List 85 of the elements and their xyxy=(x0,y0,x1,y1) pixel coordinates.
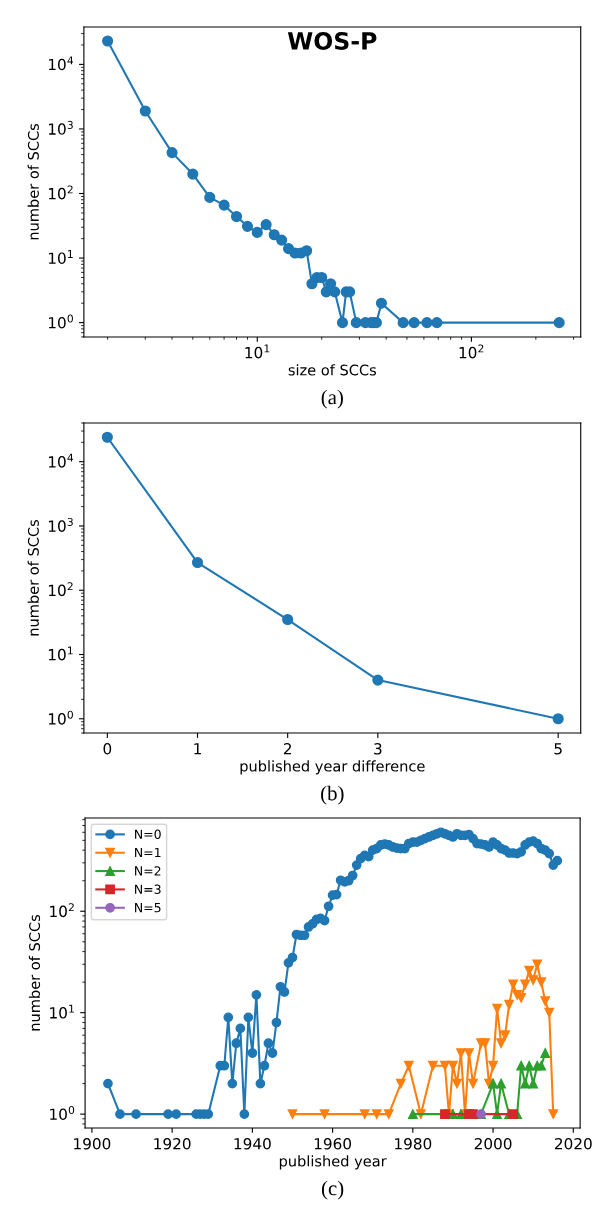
point xyxy=(488,1060,498,1071)
point xyxy=(456,1048,466,1058)
point xyxy=(540,1048,551,1058)
point xyxy=(452,1078,462,1089)
x-tick-label: 1940 xyxy=(234,1137,271,1150)
y-tick-label: 10$^{4}$ xyxy=(48,56,74,71)
y-tick-label: 10$^{1}$ xyxy=(48,250,73,264)
y-axis-title: number of SCCs xyxy=(27,520,39,636)
point xyxy=(287,1109,298,1119)
x-tick-label: 1960 xyxy=(314,1137,352,1150)
point xyxy=(488,1078,498,1089)
point xyxy=(468,1109,478,1119)
x-tick-label: 2020 xyxy=(554,1137,592,1150)
point xyxy=(428,1060,438,1071)
x-tick-label: 1980 xyxy=(395,1137,432,1150)
point xyxy=(520,1078,531,1089)
y-axis-title: number of SCCs xyxy=(28,914,41,1031)
point xyxy=(372,674,384,686)
point xyxy=(508,979,518,990)
text: (a) xyxy=(321,389,343,409)
text: (c) xyxy=(321,1180,344,1200)
point xyxy=(464,1048,474,1058)
point xyxy=(101,431,113,443)
point xyxy=(448,1060,458,1071)
point xyxy=(468,1078,478,1089)
point xyxy=(383,1109,394,1119)
point xyxy=(440,1060,450,1071)
x-axis-title: published year xyxy=(279,1155,387,1170)
point xyxy=(191,556,204,569)
x-tick-label: 1 xyxy=(194,743,201,755)
x-tick-label: 2000 xyxy=(474,1137,512,1150)
point xyxy=(524,1060,535,1071)
point xyxy=(544,1007,555,1018)
y-tick-label: 10$^{2}$ xyxy=(50,903,74,918)
y-tick-label: 10$^{4}$ xyxy=(48,453,74,468)
x-tick-label: 1900 xyxy=(74,1137,111,1150)
point xyxy=(319,1109,330,1119)
point xyxy=(540,996,551,1006)
point xyxy=(496,1038,506,1049)
point xyxy=(536,977,547,988)
x-tick-label: 2 xyxy=(283,743,291,755)
x-tick-label: 3 xyxy=(374,743,382,755)
point xyxy=(500,1030,510,1041)
y-tick-label: 10$^{2}$ xyxy=(48,185,73,200)
point xyxy=(528,975,539,985)
point xyxy=(496,1078,506,1089)
y-tick-label: 10$^{0}$ xyxy=(50,1106,75,1121)
point xyxy=(528,1078,539,1089)
chart-title: WOS-P xyxy=(287,32,377,50)
x-axis-title: size of SCCs xyxy=(288,364,377,376)
y-tick-label: 10$^{3}$ xyxy=(48,517,73,532)
y-tick-label: 10$^{1}$ xyxy=(50,1004,74,1019)
point xyxy=(508,1109,518,1119)
point xyxy=(480,1038,490,1049)
point xyxy=(532,959,543,970)
point xyxy=(359,1109,370,1119)
legend-label: N=1 xyxy=(135,847,161,858)
point xyxy=(536,1060,547,1071)
point xyxy=(371,1109,382,1119)
point xyxy=(524,965,535,976)
point xyxy=(407,1109,418,1119)
legend-label: N=3 xyxy=(135,884,161,894)
legend-label: N=0 xyxy=(135,829,161,839)
legend-label: N=2 xyxy=(135,866,161,876)
y-tick-label: 10$^{0}$ xyxy=(48,710,73,725)
legend-label: N=5 xyxy=(135,903,161,913)
point xyxy=(440,1109,450,1119)
point xyxy=(552,713,564,725)
y-tick-label: 10$^{1}$ xyxy=(48,646,73,661)
x-tick-label: 1920 xyxy=(154,1137,191,1150)
x-axis-title: published year difference xyxy=(240,760,425,775)
y-tick-label: 10$^{0}$ xyxy=(48,314,73,329)
x-tick-label: 5 xyxy=(554,743,562,755)
y-tick-label: 10$^{2}$ xyxy=(48,582,73,597)
point xyxy=(403,1060,414,1071)
point xyxy=(504,999,514,1010)
point xyxy=(520,979,531,990)
y-tick-label: 10$^{3}$ xyxy=(48,120,73,135)
point xyxy=(395,1078,406,1089)
x-tick-label: 0 xyxy=(103,743,112,755)
y-axis-title: number of SCCs xyxy=(27,123,39,240)
point xyxy=(548,1109,559,1119)
point xyxy=(516,1060,527,1071)
point xyxy=(282,613,294,626)
text: (b) xyxy=(321,785,344,805)
